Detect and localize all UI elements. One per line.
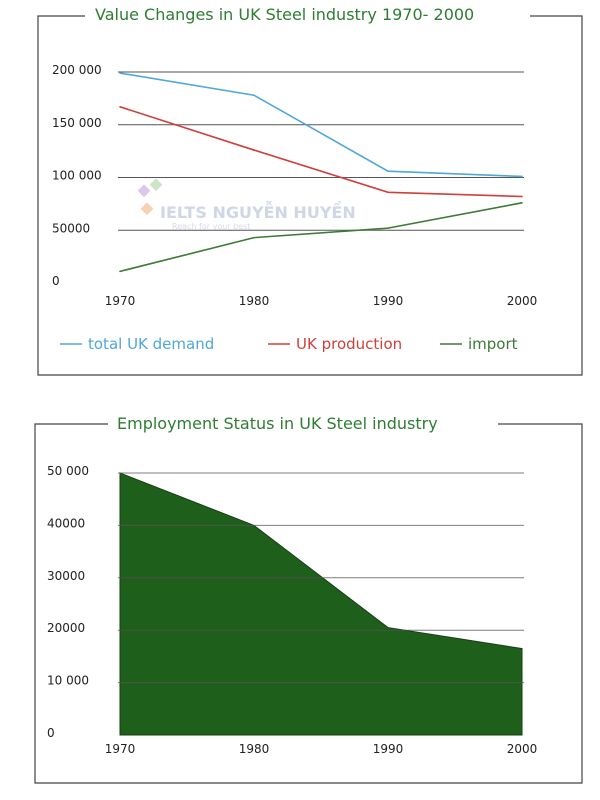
chart2-y-tick-label: 20000 <box>47 621 85 635</box>
chart1-y-tick-label: 50000 <box>52 221 90 235</box>
chart2-frame <box>34 423 583 784</box>
chart1-x-tick-label: 2000 <box>507 294 538 308</box>
chart2-x-tick-label: 1970 <box>105 742 136 756</box>
chart1-legend: total UK demand UK production import <box>60 335 518 353</box>
chart2-y-tick-label: 50 000 <box>47 464 89 478</box>
chart2-x-tick-label: 2000 <box>507 742 538 756</box>
chart2-x-tick-label: 1990 <box>373 742 404 756</box>
chart1-y-tick-label: 150 000 <box>52 116 102 130</box>
chart1-series <box>119 72 523 273</box>
chart1-data-point <box>387 191 389 194</box>
chart1-data-point <box>387 170 389 172</box>
chart1-series-line-2 <box>119 202 523 273</box>
watermark-logo-icon-2 <box>149 178 163 192</box>
chart1-data-point <box>253 236 255 239</box>
chart1-data-point <box>119 72 121 74</box>
chart1-data-point <box>253 94 255 97</box>
chart1-gridlines <box>118 71 524 231</box>
chart1-series-line-0 <box>119 72 523 178</box>
chart1-data-point <box>521 175 523 178</box>
chart1-y-tick-label: 200 000 <box>52 63 102 77</box>
chart1-y-ticks: 0 50000 100 000 150 000 200 000 <box>52 63 102 288</box>
watermark-logo-icon <box>137 184 151 198</box>
chart2-gridlines <box>118 472 524 684</box>
chart2-y-tick-label: 10 000 <box>47 674 89 688</box>
chart1-legend-label: UK production <box>296 335 402 353</box>
chart2-area <box>119 472 523 736</box>
chart1-y-tick-label: 100 000 <box>52 169 102 183</box>
watermark-tagline: Reach for your best <box>172 222 250 231</box>
chart1-data-point <box>387 227 389 229</box>
chart1-x-tick-label: 1990 <box>373 294 404 308</box>
area-chart: Employment Status in UK Steel industry 0… <box>34 414 583 784</box>
chart1-y-tick-label: 0 <box>52 274 60 288</box>
chart1-legend-label: import <box>468 335 518 353</box>
watermark: IELTS NGUYỄN HUYỀN Reach for your best <box>137 178 356 231</box>
chart1-data-point <box>521 202 523 204</box>
chart1-data-point <box>119 106 121 108</box>
chart1-data-point <box>119 270 121 273</box>
chart2-y-tick-label: 30000 <box>47 569 85 583</box>
chart2-y-tick-label: 0 <box>47 726 55 740</box>
chart1-x-tick-label: 1970 <box>105 294 136 308</box>
chart1-title: Value Changes in UK Steel industry 1970-… <box>95 5 474 24</box>
chart1-x-tick-label: 1980 <box>239 294 270 308</box>
chart1-frame <box>37 15 583 376</box>
chart1-data-point <box>253 149 255 151</box>
chart1-legend-label: total UK demand <box>88 335 214 353</box>
chart1-x-ticks: 1970 1980 1990 2000 <box>105 294 538 308</box>
line-chart: Value Changes in UK Steel industry 1970-… <box>37 5 583 376</box>
watermark-logo-icon-3 <box>140 202 154 216</box>
chart2-x-tick-label: 1980 <box>239 742 270 756</box>
chart2-area-fill <box>119 472 523 736</box>
watermark-brand: IELTS NGUYỄN HUYỀN <box>160 201 356 222</box>
chart2-x-ticks: 1970 1980 1990 2000 <box>105 742 538 756</box>
chart2-title: Employment Status in UK Steel industry <box>117 414 438 433</box>
chart1-data-point <box>521 195 523 198</box>
chart2-y-tick-label: 40000 <box>47 516 85 530</box>
chart2-y-ticks: 0 10 000 20000 30000 40000 50 000 <box>47 464 89 740</box>
chart1-series-line-1 <box>119 106 523 198</box>
